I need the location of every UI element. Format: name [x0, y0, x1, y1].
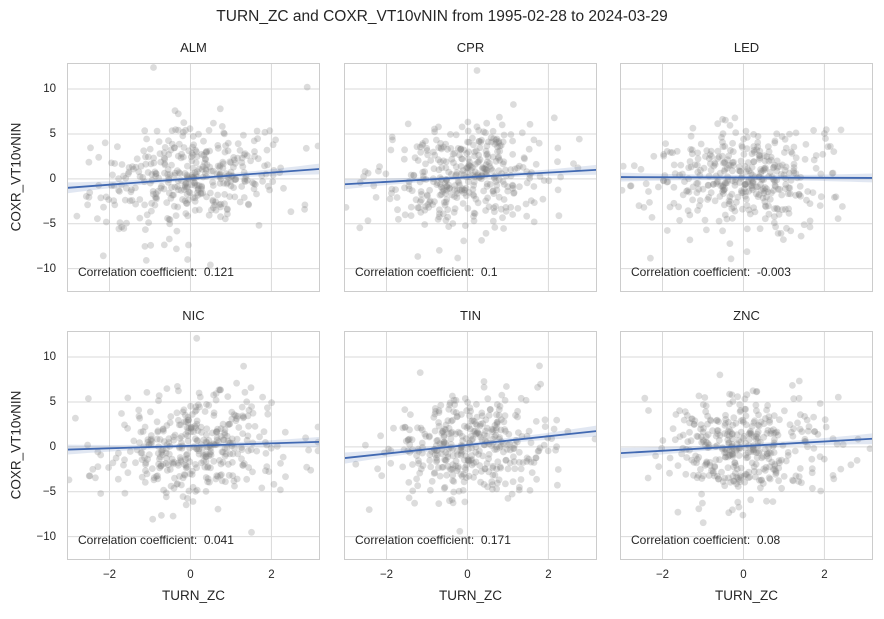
y-tick-label: −5 [42, 217, 56, 230]
axes-border [344, 63, 597, 292]
scatter-plot [344, 331, 597, 560]
y-tick-label: 0 [49, 172, 56, 185]
scatter-plot [344, 63, 597, 292]
regression-line [620, 176, 873, 179]
y-tick-label: 0 [49, 440, 56, 453]
x-tick-label: 2 [545, 569, 552, 581]
x-tick-label: −2 [102, 569, 117, 581]
scatter-points [344, 67, 583, 262]
subplot-title: ALM [180, 40, 207, 55]
correlation-label: Correlation coefficient: 0.08 [631, 533, 781, 547]
axes-border [620, 331, 873, 560]
x-axis-label-col3: TURN_ZC [715, 588, 778, 603]
correlation-label: Correlation coefficient: -0.003 [631, 265, 791, 279]
axes-border [344, 331, 597, 560]
x-tick-label: 2 [268, 569, 275, 581]
y-tick-label: 10 [43, 351, 56, 364]
x-tick-label: 2 [821, 569, 828, 581]
regression-line [344, 430, 597, 459]
x-axis-label-col2: TURN_ZC [439, 588, 502, 603]
subplot-title: ZNC [733, 308, 760, 323]
subplot-alm: ALM Correlation coefficient: 0.121 [67, 40, 320, 292]
subplot-znc: ZNC Correlation coefficient: 0.08 [620, 308, 873, 560]
scatter-points [73, 64, 320, 269]
y-tick-label: −10 [36, 262, 56, 275]
subplot-title: NIC [182, 308, 205, 323]
y-tick-label: −10 [36, 530, 56, 543]
scatter-points [641, 371, 873, 527]
x-tick-label: 0 [740, 569, 747, 581]
x-tick-label: −2 [379, 569, 394, 581]
y-tick-label: 5 [49, 127, 56, 140]
correlation-label: Correlation coefficient: 0.171 [355, 533, 511, 547]
regression-line [67, 168, 320, 189]
subplot-title: LED [733, 40, 760, 55]
x-tick-label: 0 [187, 569, 194, 581]
subplot-title: TIN [460, 308, 481, 323]
subplot-tin: TIN Correlation coefficient: 0.171 [344, 308, 597, 560]
scatter-plot [67, 331, 320, 560]
regression-line [344, 168, 597, 186]
subplot-title: CPR [456, 40, 485, 55]
correlation-label: Correlation coefficient: 0.041 [78, 533, 234, 547]
regression-line [620, 437, 873, 455]
x-tick-label: 0 [464, 569, 471, 581]
scatter-plot [620, 63, 873, 292]
axes-border [620, 63, 873, 292]
subplot-nic: NIC Correlation coefficient: 0.041 [67, 308, 320, 560]
axes-border [67, 63, 320, 292]
scatter-plot [67, 63, 320, 292]
y-tick-label: −5 [42, 485, 56, 498]
scatter-points [67, 334, 320, 536]
axes-border [67, 331, 320, 560]
correlation-label: Correlation coefficient: 0.1 [355, 265, 498, 279]
scatter-points [620, 114, 846, 263]
y-tick-label: 10 [43, 83, 56, 96]
y-tick-label: 5 [49, 395, 56, 408]
subplot-led: LED Correlation coefficient: -0.003 [620, 40, 873, 292]
scatter-points [352, 362, 597, 535]
subplot-cpr: CPR Correlation coefficient: 0.1 [344, 40, 597, 292]
regression-line [67, 441, 320, 451]
figure-title: TURN_ZC and COXR_VT10vNIN from 1995-02-2… [216, 8, 668, 25]
correlation-label: Correlation coefficient: 0.121 [78, 265, 234, 279]
x-axis-label-col1: TURN_ZC [162, 588, 225, 603]
x-tick-label: −2 [655, 569, 670, 581]
scatter-plot [620, 331, 873, 560]
grid-lines [344, 331, 597, 560]
